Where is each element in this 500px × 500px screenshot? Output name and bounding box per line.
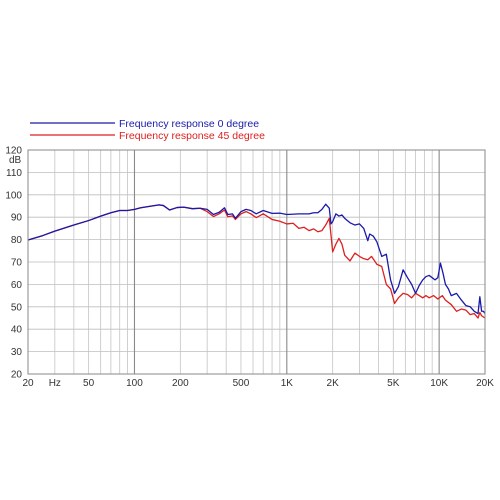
y-tick-label: 100: [5, 190, 22, 201]
legend-label-0: Frequency response 0 degree: [119, 118, 259, 130]
x-tick-label: 10K: [430, 378, 448, 389]
legend-label-1: Frequency response 45 degree: [119, 130, 265, 142]
y-tick-label: 110: [6, 168, 22, 179]
x-tick-label: 20K: [476, 378, 494, 389]
y-tick-label: 70: [11, 258, 23, 269]
y-tick-label: 30: [11, 347, 23, 358]
x-tick-label: 1K: [281, 378, 294, 389]
y-tick-labels: 120 110 100 90 80 70 60 50 40 30 20: [5, 146, 22, 381]
y-tick-label: 90: [11, 213, 23, 224]
y-tick-label: 80: [11, 235, 23, 246]
y-axis-unit-label: dB: [9, 155, 22, 166]
y-tick-label: 120: [5, 146, 22, 157]
x-tick-label: 20: [22, 378, 34, 389]
x-tick-label: Hz: [49, 378, 61, 389]
x-tick-label: 2K: [327, 378, 340, 389]
series-line-0: [27, 203, 486, 315]
x-tick-label: 200: [172, 378, 189, 389]
x-tick-labels: 20 Hz 50 100 200 500 1K 2K 5K 10K 20K: [22, 378, 494, 389]
y-tick-label: 60: [11, 280, 23, 291]
y-tick-label: 40: [11, 325, 23, 336]
x-tick-label: 50: [83, 378, 95, 389]
x-tick-label: 500: [233, 378, 250, 389]
y-tick-label: 20: [11, 370, 23, 381]
plot-grid: [28, 150, 485, 374]
y-tick-label: 50: [11, 302, 23, 313]
series-line-1: [27, 204, 486, 319]
x-tick-label: 100: [126, 378, 143, 389]
plot-frame: [27, 149, 486, 375]
x-tick-label: 5K: [387, 378, 400, 389]
series-lines: [27, 203, 486, 319]
